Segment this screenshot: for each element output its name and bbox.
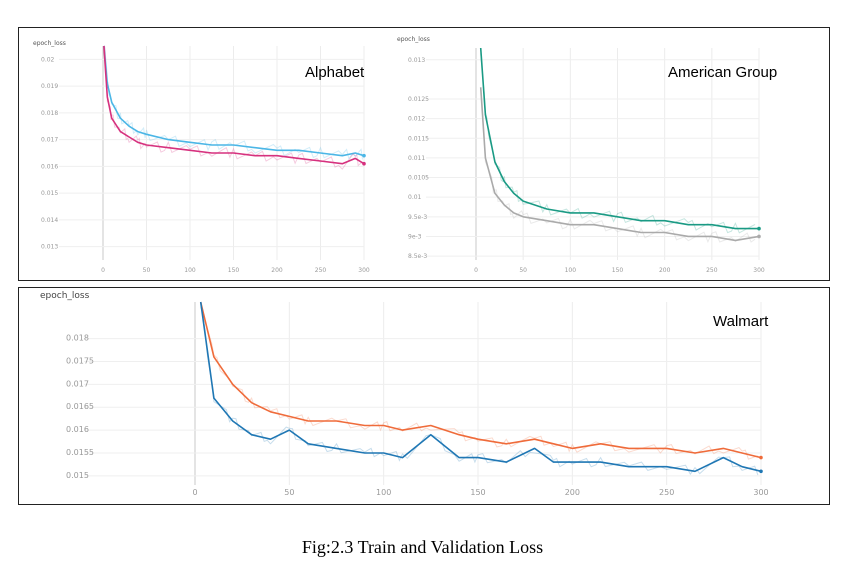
american-group-x-tick-label: 250 xyxy=(706,267,718,274)
alphabet-series-2-end-point xyxy=(362,161,366,166)
american-group-x-tick-label: 0 xyxy=(474,267,478,274)
walmart-series-1-raw-line xyxy=(200,306,759,460)
walmart-y-tick-label: 0.018 xyxy=(66,334,89,343)
walmart-x-tick-label: 50 xyxy=(284,488,294,497)
walmart-x-tick-label: 100 xyxy=(376,488,391,497)
alphabet-y-tick-label: 0.02 xyxy=(41,56,55,63)
walmart-series-1-line xyxy=(199,301,762,459)
walmart-y-tick-label: 0.016 xyxy=(66,425,89,434)
alphabet-x-tick-label: 150 xyxy=(228,267,240,274)
alphabet-x-tick-label: 300 xyxy=(358,267,370,274)
alphabet-x-tick-label: 200 xyxy=(271,267,283,274)
alphabet-y-tick-label: 0.014 xyxy=(41,217,58,224)
alphabet-series-1-line xyxy=(103,45,365,157)
american-group-chart: 0.013 0.0125 0.012 0.0115 0.011 0.0105 0.01 9.5… xyxy=(397,36,777,274)
american-group-y-tick-label: 0.0125 xyxy=(408,96,429,103)
alphabet-x-tick-label: 250 xyxy=(315,267,327,274)
walmart-y-tick-label: 0.017 xyxy=(66,379,89,388)
alphabet-series-2-line xyxy=(103,45,365,165)
american-group-x-tick-label: 200 xyxy=(659,267,671,274)
alphabet-y-tick-label: 0.018 xyxy=(41,110,58,117)
american-group-y-tick-label: 0.011 xyxy=(408,155,425,162)
walmart-y-tick-label: 0.0175 xyxy=(66,356,94,365)
walmart-company-title: Walmart xyxy=(713,313,769,330)
american-group-x-tick-label: 300 xyxy=(753,267,765,274)
walmart-series-2-line xyxy=(199,301,762,473)
american-group-y-tick-label: 0.012 xyxy=(408,116,425,123)
alphabet-chart: 0.02 0.019 0.018 0.017 0.016 0.015 0.014 0.013 0… xyxy=(33,40,370,274)
american-group-company-title: American Group xyxy=(668,64,777,81)
american-group-x-tick-label: 100 xyxy=(565,267,577,274)
alphabet-x-tick-label: 0 xyxy=(101,267,105,274)
walmart-x-tick-label: 0 xyxy=(192,488,197,497)
walmart-chart-frame: 0.018 0.0175 0.017 0.0165 0.016 0.0155 0.015 0 5… xyxy=(18,287,830,505)
alphabet-y-tick-label: 0.017 xyxy=(41,137,58,144)
top-charts-svg: 0.020.0190.0180.0170.0160.0150.0140.0130… xyxy=(33,36,777,274)
american-group-series-2-line xyxy=(479,87,760,242)
alphabet-x-tick-label: 100 xyxy=(184,267,196,274)
alphabet-series-1-end-point xyxy=(362,153,366,158)
walmart-x-tick-label: 250 xyxy=(659,488,674,497)
walmart-x-tick-label: 150 xyxy=(470,488,485,497)
walmart-x-tick-label: 300 xyxy=(753,488,768,497)
alphabet-series-1-raw-line xyxy=(103,45,363,160)
american-group-y-tick-label: 0.013 xyxy=(408,57,425,64)
american-group-y-tick-label: 9e-3 xyxy=(408,233,422,240)
american-group-series-2-end-point xyxy=(757,234,761,239)
walmart-chart: 0.018 0.0175 0.017 0.0165 0.016 0.0155 0.015 0 5… xyxy=(40,291,769,497)
walmart-y-tick-label: 0.0165 xyxy=(66,402,94,411)
alphabet-y-axis-label: epoch_loss xyxy=(33,40,66,47)
walmart-series-1-end-point xyxy=(759,455,763,460)
american-group-y-tick-label: 0.0115 xyxy=(408,135,429,142)
american-group-y-axis-label: epoch_loss xyxy=(397,36,430,43)
figure-caption: Fig:2.3 Train and Validation Loss xyxy=(301,537,544,557)
walmart-x-tick-label: 200 xyxy=(565,488,580,497)
alphabet-y-tick-label: 0.016 xyxy=(41,163,58,170)
walmart-y-axis-label: epoch_loss xyxy=(40,291,90,301)
alphabet-y-tick-label: 0.013 xyxy=(41,244,58,251)
walmart-y-tick-label: 0.015 xyxy=(66,471,89,480)
american-group-series-1-line xyxy=(479,47,759,230)
american-group-y-tick-label: 0.0105 xyxy=(408,175,429,182)
american-group-x-tick-label: 50 xyxy=(519,267,527,274)
walmart-series-2-end-point xyxy=(759,469,763,474)
american-group-y-tick-label: 0.01 xyxy=(408,194,422,201)
walmart-chart-svg: 0.018 0.0175 0.017 0.0165 0.016 0.0155 0.015 0 5… xyxy=(40,291,769,497)
alphabet-y-tick-label: 0.019 xyxy=(41,83,58,90)
american-group-x-tick-label: 150 xyxy=(612,267,624,274)
top-charts-frame: 0.02 0.019 0.018 0.017 0.016 0.015 0.014 0.013 0… xyxy=(18,27,830,281)
american-group-series-1-end-point xyxy=(757,226,761,231)
american-group-y-tick-label: 9.5e-3 xyxy=(408,214,427,221)
alphabet-company-title: Alphabet xyxy=(305,64,365,81)
walmart-y-tick-label: 0.0155 xyxy=(66,448,94,457)
alphabet-x-tick-label: 50 xyxy=(143,267,151,274)
american-group-y-tick-label: 8.5e-3 xyxy=(408,253,427,260)
alphabet-y-tick-label: 0.015 xyxy=(41,190,58,197)
